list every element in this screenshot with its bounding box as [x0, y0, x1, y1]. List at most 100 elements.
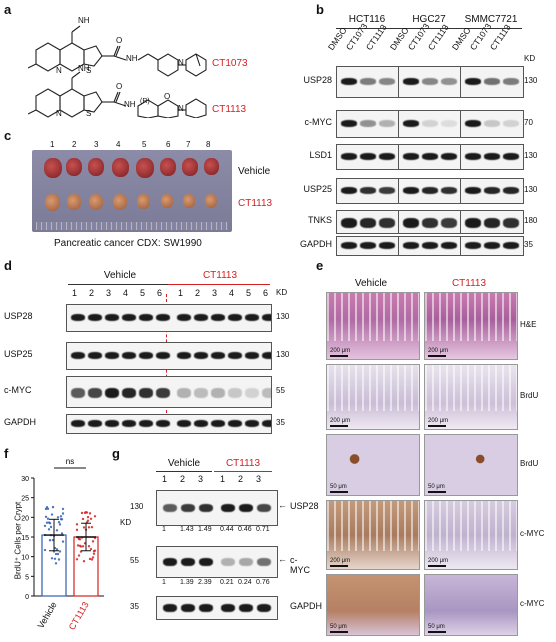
blot-band-b [484, 78, 500, 85]
blot-band-b [465, 153, 481, 160]
cell-line-hgc27: HGC27 [412, 14, 446, 25]
blot-strip-b [460, 66, 524, 98]
data-point [45, 521, 49, 524]
tumor-ct1113 [113, 194, 127, 210]
panel-label-g: g [112, 446, 120, 461]
blot-band-b [422, 120, 438, 127]
blot-band-b [360, 78, 376, 85]
blot-band-g [239, 558, 253, 566]
panel-g: Vehicle CT1113 KD 1 2 3 1 2 3 130 USP28 ← 55 c-MYC… [112, 446, 322, 637]
scale-label: 200 μm [330, 348, 351, 354]
scale-label: 50 μm [428, 484, 445, 490]
blot-band-g [163, 504, 177, 512]
y-tick-label: 0 [25, 594, 29, 601]
tissue-image: 200 μm [424, 500, 518, 570]
data-point [59, 515, 63, 518]
scale-bar [428, 425, 446, 427]
arrow-g: ← [278, 554, 287, 564]
blot-band-g [181, 558, 195, 566]
tumor-ct1113 [45, 194, 60, 211]
blot-strip-g [156, 596, 278, 620]
mw-marker-d: 55 [276, 386, 285, 395]
blot-band-g [257, 558, 271, 566]
blot-band-g [239, 504, 253, 512]
scale-label: 200 μm [330, 418, 351, 424]
blot-band-d [88, 314, 102, 321]
blot-band-b [341, 242, 357, 249]
data-point [60, 532, 64, 535]
blot-band-g [199, 504, 213, 512]
blot-band-b [341, 78, 357, 85]
blot-band-b [403, 153, 419, 160]
blot-band-b [422, 242, 438, 249]
blot-band-d [211, 352, 225, 359]
chem-o-ring-2: O [164, 92, 171, 101]
data-point [48, 521, 52, 525]
chem-nh-amide-2: NH [124, 100, 136, 109]
tumor-number-2: 2 [72, 140, 77, 149]
blot-band-d [105, 314, 119, 321]
blot-band-b [379, 187, 395, 194]
data-point [58, 523, 62, 526]
blot-band-d [122, 352, 136, 359]
tumor-vehicle [66, 158, 82, 176]
mw-marker-g: 35 [130, 602, 139, 611]
tumor-number-3: 3 [94, 140, 99, 149]
blot-band-b [465, 242, 481, 249]
lane-number-d: 1 [72, 288, 78, 298]
quant-myc: 0.76 [256, 579, 270, 586]
data-point [43, 524, 47, 528]
lane-dmso-3: DMSO [449, 25, 473, 52]
blot-band-b [422, 78, 438, 85]
data-point [61, 540, 65, 543]
blot-strip-b [336, 110, 400, 138]
chem-o-1: O [116, 36, 123, 45]
protein-label-b: USP28 [303, 75, 332, 85]
blot-band-d [139, 314, 153, 321]
blot-band-b [360, 187, 376, 194]
panel-label-f: f [4, 446, 9, 461]
tumor-vehicle [112, 158, 129, 177]
scale-bar [428, 491, 446, 493]
blot-band-b [341, 187, 357, 194]
tumor-vehicle [160, 158, 176, 176]
scale-label: 50 μm [428, 624, 445, 630]
data-point [46, 517, 50, 520]
panel-label-d: d [4, 258, 12, 273]
tumor-vehicle [88, 158, 104, 176]
scale-bar [428, 631, 446, 633]
tissue-image: 200 μm [326, 364, 420, 430]
panel-f: 0 5 10 15 20 25 30 Vehicle CT1113 ns BrdU⁺ Cells … [0, 446, 112, 637]
group-label-f: CT1113 [67, 600, 91, 632]
blot-band-g [221, 558, 235, 566]
mw-marker-b: 35 [524, 240, 533, 249]
group-vehicle-g: Vehicle [167, 458, 201, 469]
blot-band-b [484, 153, 500, 160]
blot-band-d [194, 388, 208, 398]
data-point [56, 552, 60, 556]
blot-strip-d [66, 414, 272, 434]
blot-band-g [163, 558, 177, 566]
lane-number-g: 1 [220, 474, 226, 484]
mw-marker-d: 130 [276, 312, 290, 321]
data-point [86, 515, 90, 519]
tumor-number-4: 4 [116, 140, 121, 149]
mw-marker-b: 70 [524, 118, 533, 127]
chem-r-label: (R) [140, 98, 150, 105]
blot-band-d [177, 420, 191, 427]
row-label-ct1113: CT1113 [238, 198, 273, 209]
stain-label: H&E [520, 320, 537, 329]
blot-strip-b [460, 110, 524, 138]
mw-marker-d: 130 [276, 350, 290, 359]
ruler [36, 222, 228, 230]
data-point [51, 505, 55, 509]
blot-band-b [403, 242, 419, 249]
blot-band-g [199, 558, 213, 566]
data-point [44, 507, 48, 511]
data-point [77, 554, 81, 557]
blot-band-d [262, 388, 271, 398]
blot-band-d [194, 420, 208, 427]
protein-label-g: c-MYC [290, 555, 310, 575]
blot-band-b [484, 218, 500, 228]
tumor-vehicle [182, 158, 198, 176]
